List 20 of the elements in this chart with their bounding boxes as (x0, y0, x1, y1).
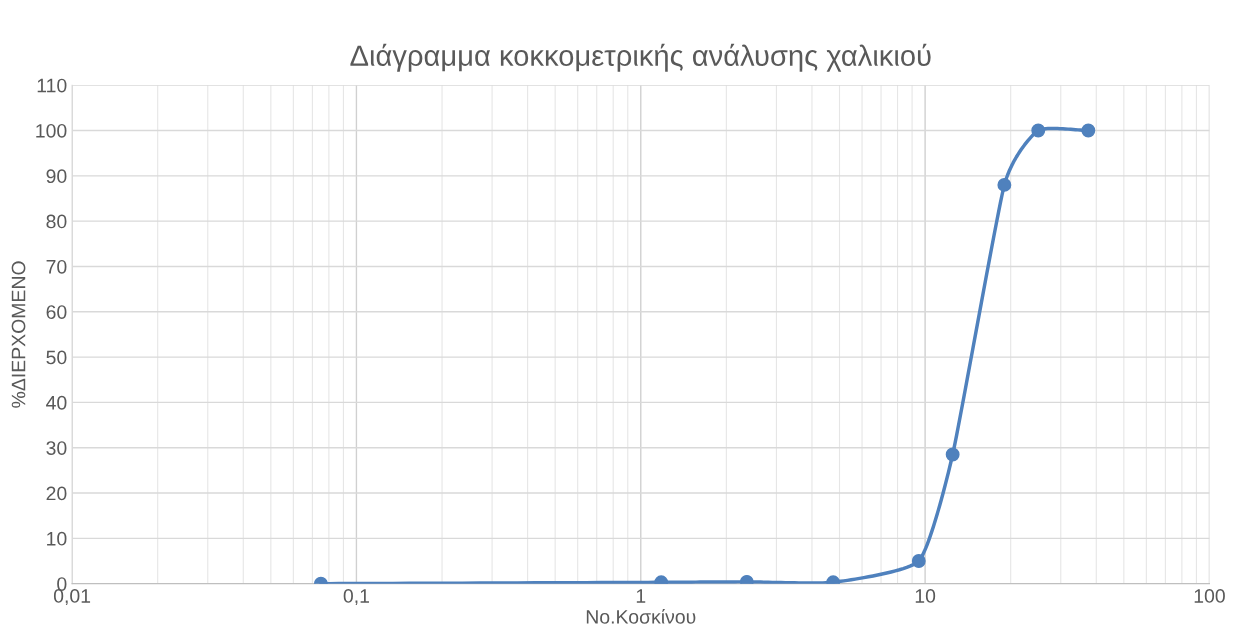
y-tick-label: 110 (37, 78, 67, 93)
y-tick-label: 20 (46, 486, 67, 501)
y-axis-title: %ΔΙΕΡΧΟΜΕΝΟ (11, 261, 26, 408)
y-tick-label: 70 (46, 259, 67, 274)
y-tick-label: 0 (57, 577, 67, 591)
x-tick-label: 0,1 (343, 589, 369, 606)
y-tick-label: 40 (46, 395, 67, 410)
y-tick-label: 30 (46, 441, 67, 455)
y-tick-label: 50 (46, 350, 67, 365)
y-tick-label: 10 (47, 531, 67, 546)
x-axis-title: No.Κοσκίνου (586, 608, 696, 624)
x-tick-label: 1 (636, 589, 646, 603)
x-tick-label: 0,01 (53, 589, 91, 606)
chart-title: Διάγραμμα κοκκομετρικής ανάλυσης χαλικιού (350, 43, 931, 72)
y-tick-label: 90 (46, 169, 67, 184)
y-tick-label: 100 (36, 123, 67, 138)
x-tick-label: 100 (1194, 589, 1225, 603)
y-tick-label: 60 (46, 305, 67, 320)
y-tick-label: 80 (46, 214, 67, 229)
x-tick-label: 10 (915, 589, 936, 603)
